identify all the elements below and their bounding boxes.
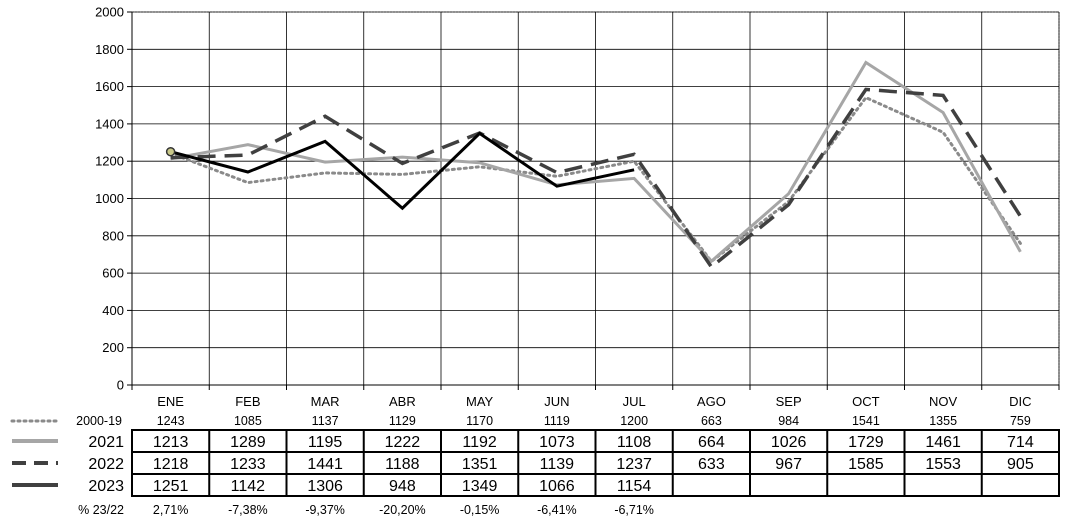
table-cell-2000-19: 1137 [312, 414, 339, 428]
x-tick-label: MAR [311, 394, 340, 409]
y-tick-label: 0 [117, 378, 124, 393]
y-tick-label: 1000 [95, 191, 124, 206]
table-cell-2000-19: 1170 [466, 414, 493, 428]
table-cell-2023: 1142 [231, 478, 266, 495]
table-cell-2000-19: 663 [701, 414, 722, 428]
table-cell-2000-19: 1355 [929, 414, 957, 428]
x-tick-label: FEB [235, 394, 260, 409]
table-cell-2022: 1553 [925, 456, 961, 473]
change-cell: 2,71% [153, 503, 188, 517]
table-cell-2021: 1026 [771, 434, 807, 451]
table-cell-2000-19: 759 [1010, 414, 1031, 428]
change-cell: -9,37% [305, 503, 345, 517]
table-cell-2021: 1213 [153, 434, 189, 451]
y-tick-label: 1600 [95, 79, 124, 94]
series-start-marker [165, 146, 176, 157]
x-tick-label: MAY [466, 394, 494, 409]
table-cell-2022: 1139 [540, 456, 575, 473]
x-tick-label: JUL [623, 394, 646, 409]
change-cell: -20,20% [379, 503, 426, 517]
x-tick-label: SEP [776, 394, 802, 409]
table-cell-2023: 1349 [462, 478, 498, 495]
table-cell-2022: 1585 [848, 456, 884, 473]
table-cell-2000-19: 1541 [852, 414, 880, 428]
legend-label-2021: 2021 [88, 434, 124, 451]
table-cell-2000-19: 1243 [157, 414, 185, 428]
table-cell-2000-19: 1200 [620, 414, 648, 428]
y-tick-label: 400 [102, 303, 124, 318]
table-cell-2021: 1195 [308, 434, 343, 451]
y-tick-label: 1400 [95, 116, 124, 131]
series-line-2022 [170, 87, 1022, 270]
table-cell-2021: 1289 [230, 434, 266, 451]
table-cell-2022: 1218 [153, 456, 189, 473]
change-cell: -6,71% [614, 503, 654, 517]
x-tick-label: ENE [157, 394, 184, 409]
table-cell-2021: 1729 [848, 434, 884, 451]
table-cell-2022: 633 [698, 456, 725, 473]
legend-label-2022: 2022 [88, 456, 124, 473]
x-tick-label: DIC [1009, 394, 1031, 409]
table-cell-2022: 1233 [230, 456, 266, 473]
table-cell-2022: 1351 [462, 456, 498, 473]
table-cell-2000-19: 1119 [544, 414, 570, 428]
data-table: 2000-19 1243 1085 1137 1129 1170 1119 1200 663 98… [10, 414, 1060, 517]
table-cell-2022: 1441 [307, 456, 343, 473]
table-cell-2021: 1108 [617, 434, 652, 451]
table-cell-2023: 1066 [539, 478, 575, 495]
y-tick-label: 1200 [95, 154, 124, 169]
table-cell-2023: 1154 [617, 478, 652, 495]
table-cell-2023: 1306 [307, 478, 343, 495]
table-cell-2021: 1073 [539, 434, 575, 451]
legend-label-2023: 2023 [88, 478, 124, 495]
table-cell-2000-19: 1085 [234, 414, 262, 428]
table-cell-2021: 1222 [385, 434, 421, 451]
table-cell-2021: 664 [698, 434, 725, 451]
x-axis: ENE FEB MAR ABR MAY JUN JUL AGO SEP OCT NOV DIC [131, 384, 1060, 409]
table-cell-2022: 1188 [385, 456, 420, 473]
x-tick-label: AGO [697, 394, 726, 409]
change-cell: -7,38% [228, 503, 268, 517]
y-tick-label: 800 [102, 228, 124, 243]
table-cell-2023: 1251 [153, 478, 189, 495]
series-line-2000-19 [169, 95, 1022, 264]
x-tick-label: ABR [389, 394, 416, 409]
y-tick-label: 2000 [95, 5, 124, 20]
y-axis: 0 200 400 600 800 1000 1200 1400 1600 1800 2000 [95, 5, 133, 393]
table-cell-2023: 948 [389, 478, 416, 495]
series-lines [165, 60, 1022, 270]
table-cell-2022: 967 [775, 456, 802, 473]
change-cell: -0,15% [460, 503, 500, 517]
y-tick-label: 600 [102, 266, 124, 281]
legend-label-2000-19: 2000-19 [76, 414, 122, 428]
table-cell-2000-19: 1129 [389, 414, 416, 428]
table-cell-2022: 1237 [616, 456, 652, 473]
table-cell-2022: 905 [1007, 456, 1034, 473]
y-tick-label: 200 [102, 340, 124, 355]
grid-lines [131, 11, 1060, 385]
x-tick-label: NOV [929, 394, 958, 409]
change-row-label: % 23/22 [78, 503, 124, 517]
table-cell-2021: 714 [1007, 434, 1034, 451]
x-tick-label: JUN [544, 394, 569, 409]
table-cell-2021: 1461 [925, 434, 961, 451]
table-cell-2000-19: 984 [778, 414, 799, 428]
series-line-2021 [170, 60, 1022, 264]
change-cell: -6,41% [537, 503, 577, 517]
table-cell-2021: 1192 [462, 434, 497, 451]
y-tick-label: 1800 [95, 42, 124, 57]
x-tick-label: OCT [852, 394, 880, 409]
series-line-2023 [170, 131, 635, 211]
